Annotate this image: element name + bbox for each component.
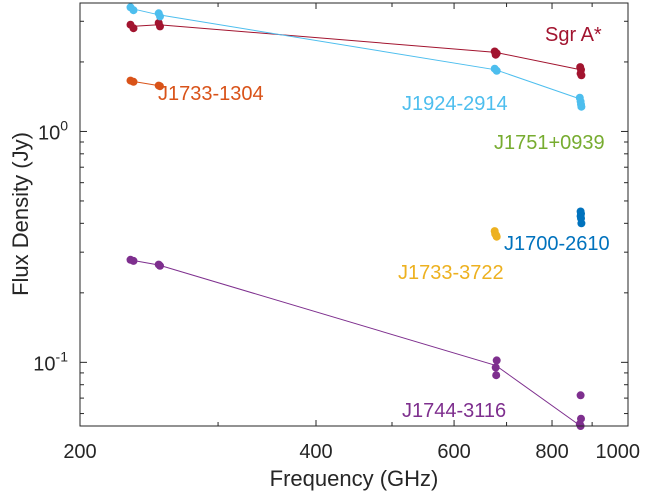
data-point-j1744-3116	[492, 356, 501, 365]
x-tick-label: 600	[437, 441, 470, 463]
x-tick-label: 800	[535, 441, 568, 463]
series-lines	[131, 8, 581, 427]
annotation-j1924-2914: J1924-2914	[402, 93, 508, 115]
data-point-j1744-3116	[129, 256, 138, 265]
y-tick-label: 100	[38, 117, 68, 144]
data-point-sgr-a	[491, 50, 500, 59]
data-point-j1744-3116	[576, 391, 585, 400]
series-points	[126, 3, 586, 430]
x-axis-label: Frequency (GHz)	[270, 466, 439, 491]
data-point-j1924-2914	[156, 12, 164, 21]
y-axis-label: Flux Density (Jy)	[8, 132, 33, 296]
data-point-j1733-1304	[156, 82, 164, 91]
series-line-sgr-a	[131, 24, 581, 71]
series-line-j1924-2914	[131, 8, 581, 100]
data-point-j1700-2610	[577, 219, 586, 228]
x-tick-label: 200	[63, 441, 96, 463]
x-tick-label: 1000	[596, 441, 641, 463]
annotation-sgr-a: Sgr A*	[545, 24, 602, 46]
annotation-j1700-2610: J1700-2610	[504, 233, 610, 255]
data-point-j1744-3116	[491, 363, 500, 372]
annotation-j1733-1304: J1733-1304	[158, 83, 264, 105]
annotation-j1751-0939: J1751+0939	[494, 132, 605, 154]
data-point-j1744-3116	[156, 261, 164, 270]
data-point-j1924-2914	[129, 6, 138, 15]
data-point-j1733-3722	[492, 232, 501, 241]
data-point-j1744-3116	[492, 371, 501, 380]
y-tick-label: 10-1	[33, 348, 68, 375]
x-tick-label: 400	[299, 441, 332, 463]
annotation-j1744-3116: J1744-3116	[402, 400, 506, 422]
data-point-sgr-a	[156, 22, 164, 31]
data-point-j1733-1304	[129, 77, 138, 86]
data-point-j1924-2914	[577, 102, 586, 111]
x-axis: 200 400 600 800 1000	[63, 3, 640, 463]
series-annotations: Sgr A* J1733-1304 J1924-2914 J1751+0939 J170…	[158, 24, 610, 422]
data-point-sgr-a	[129, 24, 138, 33]
plot-frame	[79, 2, 629, 427]
annotation-j1733-3722: J1733-3722	[398, 262, 504, 284]
series-line-j1744-3116	[131, 259, 581, 427]
y-axis: 10-1 100	[33, 20, 628, 415]
data-point-j1924-2914	[492, 66, 501, 75]
data-point-sgr-a	[577, 71, 586, 80]
